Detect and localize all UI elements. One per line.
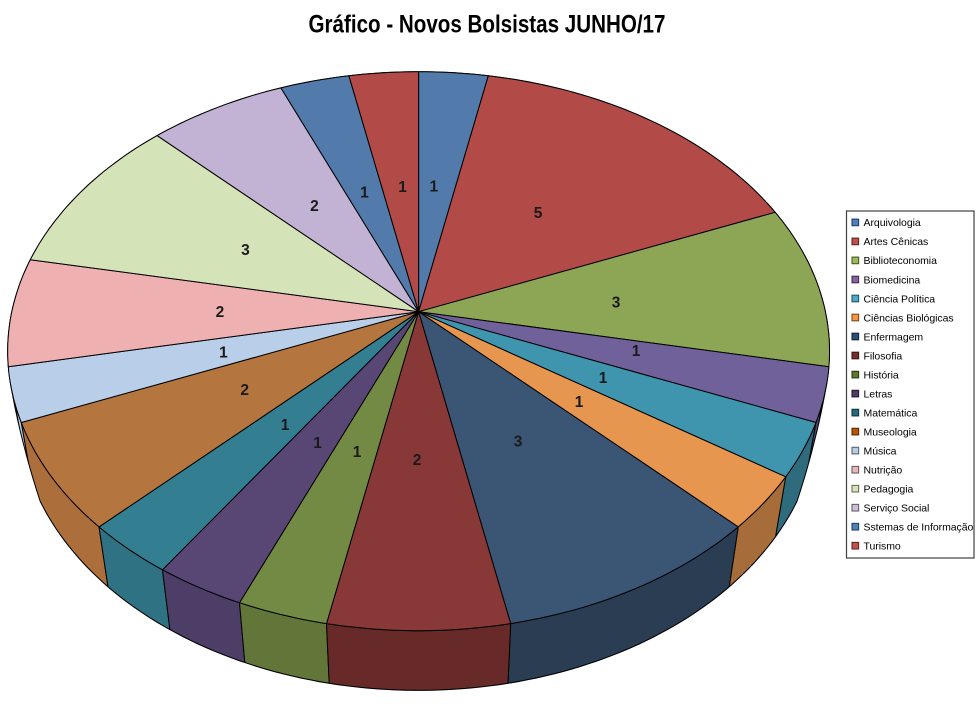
- svg-text:1: 1: [219, 344, 228, 361]
- svg-text:Letras: Letras: [864, 388, 893, 400]
- svg-text:Turismo: Turismo: [864, 541, 901, 553]
- svg-text:2: 2: [310, 198, 319, 215]
- svg-text:Serviço Social: Serviço Social: [864, 503, 930, 515]
- svg-text:Gráfico - Novos Bolsistas JUNH: Gráfico - Novos Bolsistas JUNHO/17: [309, 9, 666, 37]
- svg-text:1: 1: [429, 179, 438, 196]
- svg-text:Biblioteconomia: Biblioteconomia: [864, 255, 938, 267]
- svg-text:Sstemas de Informação: Sstemas de Informação: [864, 522, 974, 534]
- svg-text:Enfermagem: Enfermagem: [864, 331, 924, 343]
- svg-text:3: 3: [241, 242, 250, 259]
- svg-text:Museologia: Museologia: [864, 426, 917, 438]
- svg-text:3: 3: [514, 434, 523, 451]
- svg-text:Nutrição: Nutrição: [864, 465, 903, 477]
- svg-text:1: 1: [398, 179, 407, 196]
- svg-text:1: 1: [360, 185, 369, 202]
- svg-text:5: 5: [534, 205, 543, 222]
- svg-text:2: 2: [216, 304, 225, 321]
- svg-text:Ciências Biológicas: Ciências Biológicas: [864, 312, 954, 324]
- svg-text:Matemática: Matemática: [864, 407, 918, 419]
- svg-text:3: 3: [612, 294, 621, 311]
- svg-text:Biomedicina: Biomedicina: [864, 274, 921, 286]
- svg-text:Filosofia: Filosofia: [864, 350, 903, 362]
- svg-text:1: 1: [632, 343, 641, 360]
- svg-text:Ciência Política: Ciência Política: [864, 293, 936, 305]
- svg-text:1: 1: [353, 444, 362, 461]
- svg-text:2: 2: [413, 452, 422, 469]
- svg-text:Arquivologia: Arquivologia: [864, 217, 921, 229]
- svg-text:2: 2: [240, 382, 249, 399]
- svg-text:Artes Cênicas: Artes Cênicas: [864, 236, 929, 248]
- svg-text:1: 1: [599, 370, 608, 387]
- svg-text:Pedagogia: Pedagogia: [864, 484, 914, 496]
- svg-text:1: 1: [281, 417, 290, 434]
- svg-text:1: 1: [575, 394, 584, 411]
- svg-text:Música: Música: [864, 445, 897, 457]
- svg-text:História: História: [864, 369, 899, 381]
- svg-text:1: 1: [313, 435, 322, 452]
